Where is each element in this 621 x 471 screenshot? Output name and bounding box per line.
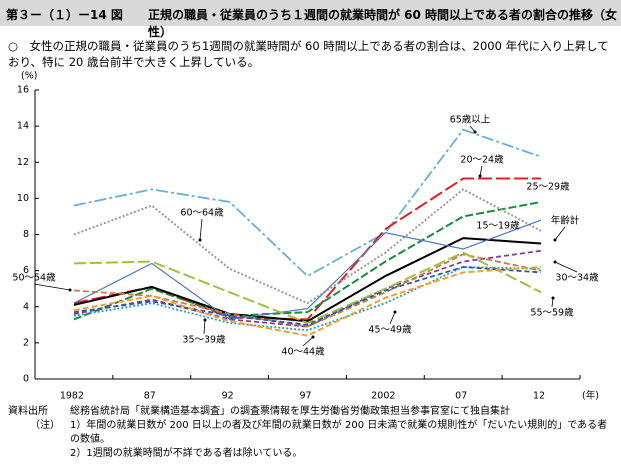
figure-title: 正規の職員・従業員のうち１週間の就業時間が 60 時間以上である者の割合の推移（… — [148, 8, 617, 39]
y-unit: (%) — [21, 71, 37, 82]
x-tick-label: 1982 — [60, 391, 84, 401]
series-line — [73, 266, 542, 337]
header: 第３ー（１）ー14 図 正規の職員・従業員のうち１週間の就業時間が 60 時間以… — [0, 0, 621, 39]
series-label: 40～44歳 — [281, 346, 325, 358]
y-tick-label: 10 — [17, 193, 29, 204]
summary: ○ 女性の正規の職員・従業員のうち1週間の就業時間が 60 時間以上である者の割… — [8, 39, 609, 69]
leader-head — [203, 318, 207, 322]
leader-head — [473, 130, 477, 134]
series-label: 35～39歳 — [182, 334, 226, 346]
x-tick-label: 2002 — [371, 391, 395, 401]
figure-number: 第３ー（１）ー14 図 — [6, 8, 123, 22]
series-line — [73, 177, 542, 321]
series-line — [73, 251, 542, 325]
series-line — [73, 237, 542, 323]
leader — [479, 165, 483, 177]
series-label: 15～19歳 — [476, 220, 520, 232]
leader — [33, 283, 71, 291]
note: 1）年間の就業日数が 200 日以上の者及び年間の就業日数が 200 日未満で就… — [70, 420, 608, 445]
leader-head — [553, 238, 557, 242]
series-line — [73, 253, 542, 328]
leader — [199, 218, 203, 241]
x-tick-label: 12 — [533, 391, 545, 401]
series-label: 55～59歳 — [530, 307, 574, 319]
series-label: 年齢計 — [551, 215, 580, 227]
series-line — [73, 219, 542, 321]
x-tick-label: 87 — [144, 391, 156, 401]
series-line — [73, 201, 542, 321]
series-label: 30～34歳 — [555, 272, 599, 284]
leader-head — [478, 174, 482, 178]
y-tick-label: 6 — [23, 265, 29, 276]
leader — [302, 336, 314, 347]
x-unit: (年) — [582, 390, 599, 401]
leader — [554, 261, 578, 273]
y-tick-label: 12 — [17, 157, 29, 168]
source-label: 資料出所 — [8, 406, 48, 417]
chart: (%) (年) 0 2 4 6 8 10 12 14 16 1982 87 92 97 2002 07 12 65歳… — [12, 71, 599, 401]
y-tick-label: 4 — [23, 301, 29, 312]
series-line — [73, 266, 542, 326]
x-tick-label: 97 — [299, 391, 311, 401]
leader — [389, 311, 396, 325]
source: 総務省統計局「就業構造基本調査」の調査票情報を厚生労働省労働政策担当参事官室にて… — [70, 406, 510, 417]
leader-head — [311, 335, 315, 339]
leader — [203, 319, 206, 335]
leader — [551, 297, 554, 308]
leader-head — [198, 238, 202, 242]
leader-head — [68, 288, 72, 292]
leader — [554, 226, 566, 241]
note-label: （注） — [30, 420, 60, 431]
leader-head — [553, 260, 557, 264]
y-tick-label: 14 — [17, 121, 29, 132]
leader-head — [393, 310, 397, 314]
x-tick-label: 07 — [455, 391, 467, 401]
x-tick-label: 92 — [222, 391, 234, 401]
y-tick-label: 0 — [23, 374, 29, 385]
series-label: 65歳以上 — [450, 114, 491, 126]
series-line — [73, 188, 542, 305]
series-label: 20～24歳 — [460, 154, 504, 166]
leader-head — [551, 296, 555, 300]
series-label: 25～29歳 — [526, 181, 570, 193]
y-tick-label: 8 — [23, 229, 29, 240]
series-label: 50～54歳 — [12, 272, 56, 284]
series-line — [73, 128, 542, 278]
y-tick-label: 16 — [17, 85, 29, 96]
series-label: 45～49歳 — [368, 324, 412, 336]
series-label: 60～64歳 — [180, 207, 224, 219]
note: 2）1週間の就業時間が不詳である者は除いている。 — [70, 448, 303, 459]
y-tick-label: 2 — [23, 337, 29, 348]
